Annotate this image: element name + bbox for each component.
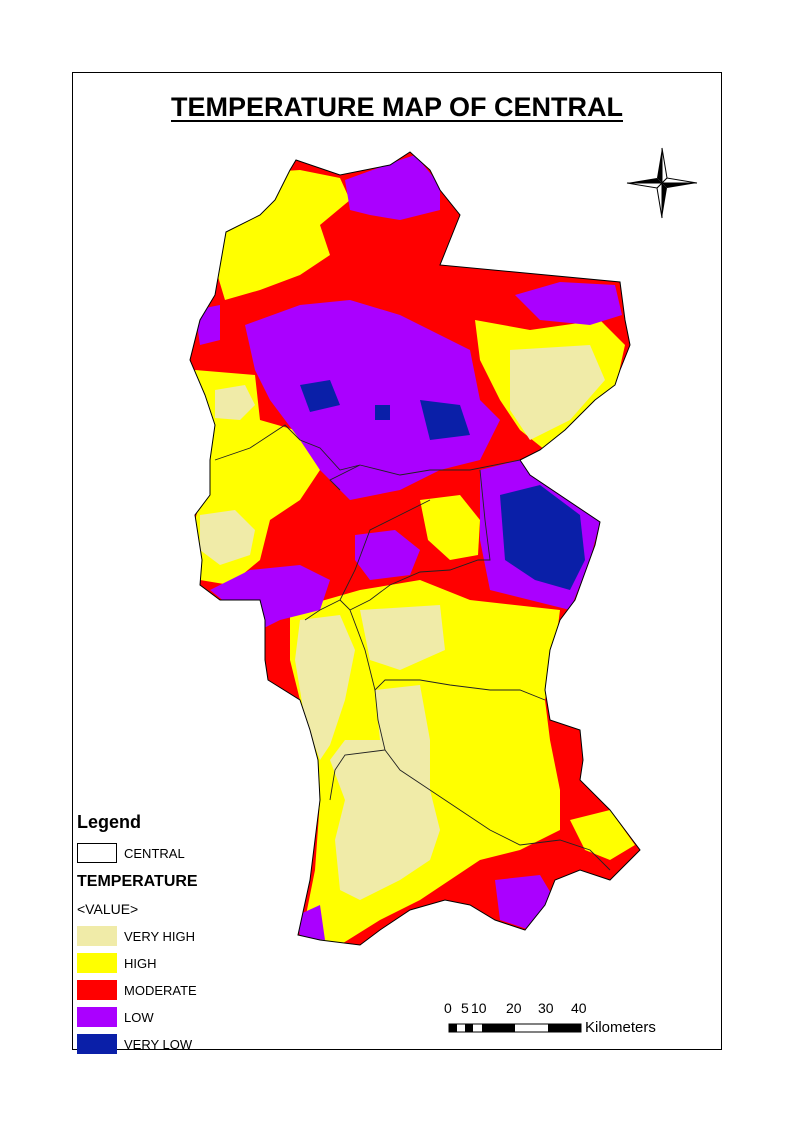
- very-low-label: VERY LOW: [124, 1037, 193, 1052]
- very-high-zone-south-center: [360, 605, 445, 670]
- legend-title: Legend: [77, 812, 142, 832]
- legend-value-header: <VALUE>: [77, 901, 139, 917]
- very-low-swatch: [77, 1034, 117, 1054]
- very-high-zone-south-west: [295, 615, 355, 760]
- low-swatch: [77, 1007, 117, 1027]
- low-zone-center-south: [355, 530, 420, 580]
- map-title: TEMPERATURE MAP OF CENTRAL: [171, 92, 623, 122]
- very-high-zone-northwest: [215, 385, 255, 420]
- very-high-zone-east: [510, 345, 605, 440]
- boundary-label: CENTRAL: [124, 846, 185, 861]
- low-zone-south-edge: [298, 905, 325, 940]
- very-low-zone-center: [420, 400, 470, 440]
- very-low-patch: [375, 405, 390, 420]
- district-boundaries: [214, 424, 611, 871]
- low-zone-center: [245, 300, 500, 500]
- high-label: HIGH: [124, 956, 157, 971]
- scale-tick-0: 0: [444, 1000, 452, 1016]
- scale-unit: Kilometers: [585, 1019, 656, 1036]
- temperature-raster: [190, 152, 640, 945]
- scale-tick-5: 5: [461, 1000, 469, 1016]
- high-zone-center-island: [420, 495, 480, 560]
- very-low-zone-northwest: [300, 380, 340, 412]
- very-high-label: VERY HIGH: [124, 929, 196, 944]
- scale-tick-20: 20: [506, 1000, 522, 1016]
- compass-rose-icon: [626, 147, 698, 219]
- scale-tick-10: 10: [471, 1000, 487, 1016]
- high-swatch: [77, 953, 117, 973]
- scale-bar: [448, 1023, 582, 1033]
- map-frame: [72, 72, 722, 1050]
- low-zone-north: [345, 155, 440, 220]
- moderate-label: MODERATE: [124, 983, 197, 998]
- boundary-swatch: [77, 843, 117, 863]
- very-low-zone-east: [500, 485, 585, 590]
- central-region-outline: [189, 151, 641, 946]
- very-high-swatch: [77, 926, 117, 946]
- legend-layer-title: TEMPERATURE: [77, 873, 198, 890]
- very-high-zone-west: [200, 510, 255, 565]
- very-high-zone-south: [330, 685, 440, 900]
- moderate-swatch: [77, 980, 117, 1000]
- scale-tick-40: 40: [571, 1000, 587, 1016]
- low-label: LOW: [124, 1010, 154, 1025]
- scale-tick-30: 30: [538, 1000, 554, 1016]
- low-zone-northeast: [515, 282, 622, 325]
